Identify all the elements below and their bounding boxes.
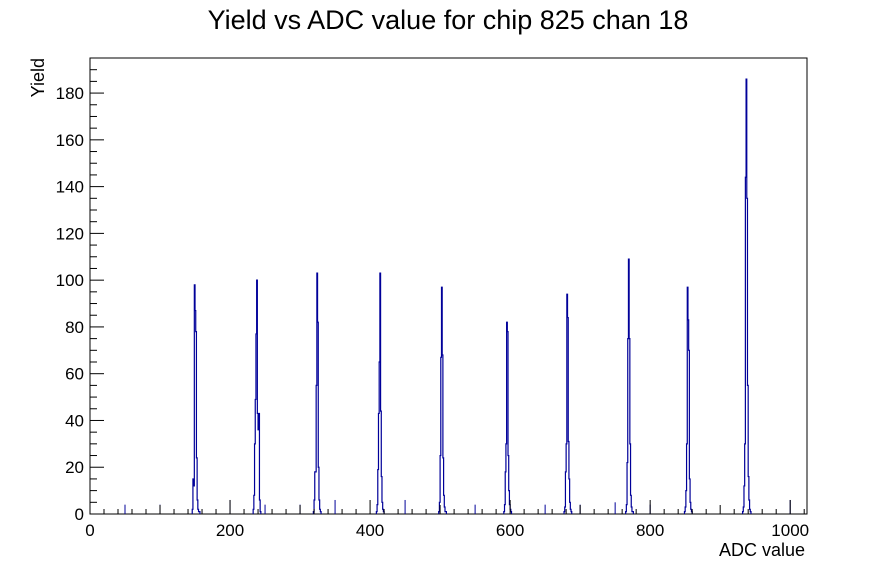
x-tick-label: 600 — [496, 521, 524, 540]
x-tick-label: 0 — [85, 521, 94, 540]
y-tick-label: 40 — [65, 411, 84, 430]
y-tick-label: 140 — [56, 178, 84, 197]
y-tick-label: 0 — [75, 505, 84, 524]
y-tick-label: 160 — [56, 131, 84, 150]
y-tick-label: 180 — [56, 84, 84, 103]
y-tick-label: 80 — [65, 318, 84, 337]
y-tick-label: 60 — [65, 365, 84, 384]
y-tick-label: 100 — [56, 271, 84, 290]
histogram-bins — [124, 78, 791, 514]
x-tick-label: 200 — [216, 521, 244, 540]
y-axis: 0 20 40 60 80 100 120 140 160 180 — [56, 57, 104, 524]
plot-frame — [89, 57, 808, 515]
histogram-series — [191, 78, 752, 514]
y-axis-label: Yield — [28, 58, 48, 97]
x-tick-label: 400 — [356, 521, 384, 540]
y-tick-label: 120 — [56, 224, 84, 243]
chart-title: Yield vs ADC value for chip 825 chan 18 — [208, 5, 689, 35]
x-axis-label: ADC value — [719, 540, 805, 560]
x-tick-label: 1000 — [771, 521, 809, 540]
x-tick-label: 800 — [636, 521, 664, 540]
x-axis: 0 200 400 600 800 1000 — [85, 500, 809, 540]
y-tick-label: 20 — [65, 458, 84, 477]
